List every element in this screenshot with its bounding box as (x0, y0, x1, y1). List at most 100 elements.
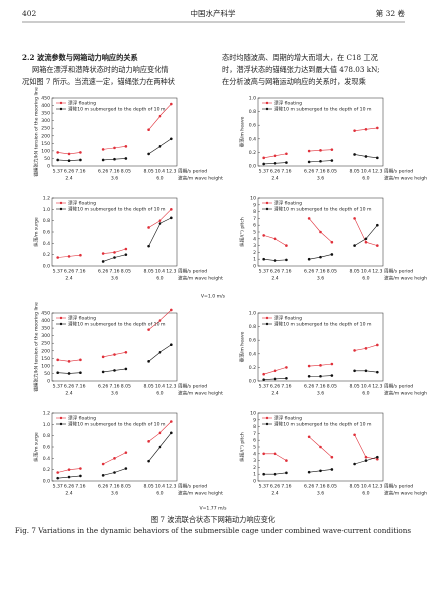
data-point (101, 148, 105, 151)
x-tick-label: 8.05 (349, 269, 359, 275)
data-point (147, 244, 150, 248)
x-tick-label: 6.26 (64, 169, 74, 175)
x-tick-label: 6.26 (64, 384, 74, 390)
data-point (307, 217, 311, 220)
legend-marker (59, 107, 63, 111)
y-tick-label: 0.4 (249, 136, 256, 142)
data-point (113, 157, 116, 161)
legend-marker (265, 316, 269, 320)
x-tick-label: 8.05 (121, 169, 131, 175)
y-tick-label: 0 (253, 264, 256, 270)
y-tick-label: 350 (41, 326, 50, 332)
group-label: 6.0 (156, 176, 163, 182)
y-tick-label: 250 (41, 341, 50, 347)
data-point (319, 374, 322, 378)
legend-marker (59, 101, 63, 105)
x-axis-label: 周期/s period (384, 269, 413, 275)
body-text: 在分析波高与网箱运动响应的关系时，发现乘 (222, 77, 366, 86)
data-point (79, 467, 82, 470)
x-tick-label: 10.4 (361, 169, 371, 175)
data-point (330, 159, 334, 162)
y-axis-label: 纵摇/(°) pitch (239, 217, 246, 247)
x-tick-label: 8.05 (327, 269, 337, 275)
data-point (79, 371, 82, 374)
legend-label: 漂浮 floating (274, 415, 302, 422)
x-tick-label: 8.05 (327, 484, 337, 490)
data-point (113, 369, 116, 372)
x-tick-label: 6.26 (98, 169, 108, 175)
data-point (101, 260, 105, 263)
y-tick-label: 10 (250, 196, 256, 202)
group-label: 3.6 (111, 176, 118, 182)
x-tick-label: 6.26 (304, 384, 314, 390)
group-label: 3.6 (317, 176, 324, 182)
legend-marker (265, 201, 269, 205)
legend-label: 潜降10 m submerged to the depth of 10 m (274, 106, 372, 113)
volume: 第 32 卷 (376, 8, 406, 18)
data-point (56, 151, 59, 154)
legend-label: 潜降10 m submerged to the depth of 10 m (68, 106, 166, 113)
data-point (101, 355, 105, 359)
x-tick-label: 7.16 (109, 384, 119, 390)
data-point (364, 240, 368, 244)
page-number: 402 (22, 9, 37, 18)
y-tick-label: 0.8 (249, 109, 256, 115)
x-tick-label: 5.37 (259, 169, 269, 175)
group-label: 2.4 (271, 276, 278, 282)
series-line (354, 434, 378, 460)
y-tick-label: 4 (253, 451, 256, 457)
body-text: 态时均随波高、周期的增大而增大，在 C18 工况 (222, 53, 378, 62)
data-point (113, 146, 116, 150)
group-axis-label: 波高/m wave height (178, 175, 223, 182)
group-axis-label: 波高/m wave height (384, 275, 427, 282)
y-tick-label: 0.2 (249, 365, 256, 371)
y-tick-label: 0.6 (249, 338, 256, 344)
x-axis-label: 周期/s period (178, 169, 207, 175)
y-tick-label: 6 (253, 438, 256, 444)
data-point (67, 152, 71, 156)
y-tick-label: 7 (253, 216, 256, 222)
x-tick-label: 10.4 (155, 384, 165, 390)
data-point (79, 158, 82, 162)
legend-label: 潜降10 m submerged to the depth of 10 m (68, 321, 166, 328)
data-point (56, 256, 59, 259)
x-tick-label: 6.26 (304, 269, 314, 275)
legend-label: 漂浮 floating (274, 100, 302, 107)
caption-cn: 图 7 波流联合状态下网箱动力响应变化 (151, 515, 275, 524)
legend-marker (59, 322, 63, 326)
group-label: 6.0 (362, 276, 369, 282)
data-point (262, 156, 265, 160)
group-label: 2.4 (271, 176, 278, 182)
y-tick-label: 0.2 (43, 467, 50, 473)
body-text: 况如图 7 所示。当流速一定，锚绳张力在两种状 (22, 77, 175, 86)
data-point (307, 470, 311, 474)
y-tick-label: 0.2 (249, 150, 256, 156)
y-tick-label: 1.0 (249, 311, 256, 317)
legend-marker (59, 201, 63, 205)
data-point (67, 159, 71, 163)
data-point (364, 459, 368, 462)
data-point (170, 431, 173, 435)
data-point (330, 362, 334, 366)
data-point (262, 257, 265, 261)
x-tick-label: 10.4 (361, 269, 371, 275)
data-point (353, 462, 356, 466)
legend-marker (59, 207, 63, 211)
y-tick-label: 300 (41, 333, 50, 339)
group-label: 2.4 (65, 491, 72, 497)
data-point (273, 369, 277, 373)
data-point (376, 223, 379, 227)
x-tick-label: 8.05 (121, 269, 131, 275)
data-point (262, 452, 265, 456)
data-point (124, 367, 128, 371)
y-tick-label: 8 (253, 209, 256, 215)
legend-marker (265, 207, 269, 211)
data-point (113, 471, 116, 474)
group-label: 6.0 (156, 491, 163, 497)
data-point (319, 469, 322, 473)
y-axis-label: 锚绳张力/kN tension of the mooring line (33, 87, 40, 177)
x-tick-label: 10.4 (155, 269, 165, 275)
legend-marker (265, 322, 269, 326)
x-tick-label: 7.16 (75, 269, 85, 275)
data-point (330, 148, 334, 151)
